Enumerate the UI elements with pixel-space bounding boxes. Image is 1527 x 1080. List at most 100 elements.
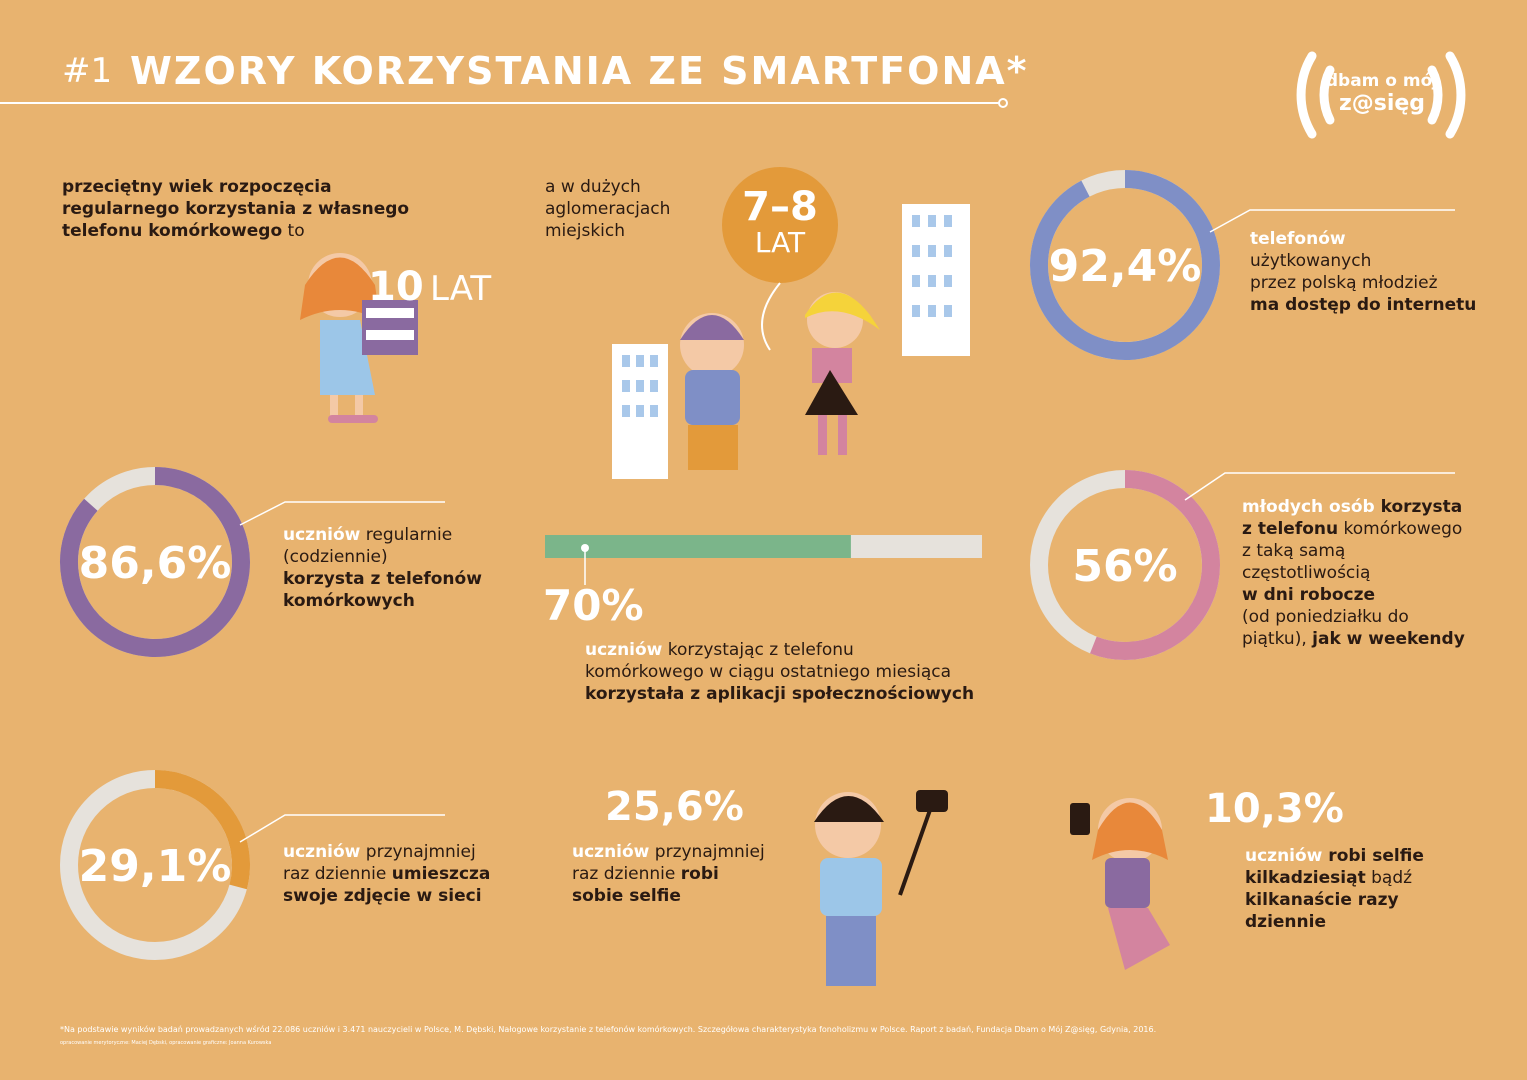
boy-selfie [814,790,948,986]
text-line: uczniów regularnie [283,525,452,545]
text-line: telefonów [1250,229,1346,249]
city-age-number: 7–8 [742,184,818,230]
text-segment: korzysta [1375,497,1463,517]
text-line: miejskich [545,221,625,241]
age-unit: LAT [430,269,491,309]
rule-dot [998,98,1008,108]
text-segment: kilkanaście razy [1245,890,1399,910]
text-segment: regularnego korzystania z własnego [62,199,409,219]
windows [622,215,952,417]
text-segment: uczniów [283,842,361,862]
text-line: dziennie [1245,912,1326,932]
text-segment: telefonu komórkowego [62,221,282,241]
girl-with-cake [300,253,418,423]
connector [239,501,445,526]
text-segment: uczniów [585,640,663,660]
text-segment: robi selfie [1322,846,1424,866]
text-segment: umieszcza [392,864,491,884]
text-line: uczniów robi selfie [1245,846,1424,866]
text-line: korzysta z telefonów [283,569,482,589]
text-line: kilkanaście razy [1245,890,1399,910]
selfie-label: 10,3% [1205,786,1344,832]
connector [239,814,445,843]
text-line: z taką samą [1242,541,1345,561]
donut-label: 86,6% [79,538,232,589]
text-line: regularnego korzystania z własnego [62,199,409,219]
text-line: młodych osób korzysta [1242,497,1462,517]
girl-selfie [1070,798,1170,970]
text-line: (codziennie) [283,547,388,567]
text-segment: komórkowych [283,591,415,611]
text-segment: raz dziennie [283,864,392,884]
text-segment: z taką samą [1242,541,1345,561]
donut-arc [154,770,250,890]
text-line: aglomeracjach [545,199,670,219]
connector [1184,472,1455,501]
text-line: przez polską młodzież [1250,273,1438,293]
text-line: raz dziennie umieszcza [283,864,490,884]
text-line: kilkadziesiąt bądź [1245,868,1412,888]
header-number: #1 [62,51,112,91]
text-segment: młodych osób [1242,497,1375,517]
donut-arc [1030,170,1220,360]
logo-waves [1296,51,1466,139]
text-segment: kilkadziesiąt [1245,868,1366,888]
header-title: WZORY KORZYSTANIA ZE SMARTFONA* [130,49,1029,93]
text-line: (od poniedziałku do [1242,607,1409,627]
kids [680,292,880,470]
logo-line1: dbam o mój [1326,71,1438,91]
footnote-source: *Na podstawie wyników badań prowadzanych… [60,1024,1156,1034]
text-line: uczniów przynajmniej [572,842,765,862]
connector [1209,209,1455,233]
text-segment: robi [681,864,719,884]
text-segment: uczniów [283,525,361,545]
text-line: z telefonu komórkowego [1242,519,1462,539]
bar-label: 70% [543,581,644,630]
text-segment: przynajmniej [360,842,475,862]
text-line: raz dziennie robi [572,864,719,884]
text-segment: przynajmniej [649,842,764,862]
text-segment: piątku), [1242,629,1312,649]
donut-label: 92,4% [1049,241,1202,292]
text-segment: przeciętny wiek rozpoczęcia [62,177,332,197]
text-segment: to [282,221,304,241]
text-segment: komórkowego w ciągu ostatniego miesiąca [585,662,951,682]
text-segment: dziennie [1245,912,1326,932]
text-line: komórkowych [283,591,415,611]
text-segment: aglomeracjach [545,199,670,219]
text-segment: korzystała z aplikacji społecznościowych [585,684,974,704]
donut-arc [60,467,250,657]
donut-label: 56% [1072,541,1177,592]
bar-fill [545,535,851,558]
text-line: komórkowego w ciągu ostatniego miesiąca [585,662,951,682]
text-segment: uczniów [572,842,650,862]
text-line: uczniów korzystając z telefonu [585,640,854,660]
age-number: 10 [368,264,424,310]
text-line: w dni robocze [1242,585,1375,605]
text-segment: komórkowego [1338,519,1462,539]
text-segment: swoje zdjęcie w sieci [283,886,482,906]
city-age-unit: LAT [755,226,806,259]
text-segment: (codziennie) [283,547,388,567]
text-line: przeciętny wiek rozpoczęcia [62,177,332,197]
text-segment: z telefonu [1242,519,1338,539]
footnote-credits: opracowanie merytoryczne: Maciej Dębski,… [60,1040,271,1046]
text-line: piątku), jak w weekendy [1242,629,1465,649]
text-segment: miejskich [545,221,625,241]
balloon [722,167,838,283]
text-line: użytkowanych [1250,251,1371,271]
text-segment: telefonów [1250,229,1346,249]
text-segment: w dni robocze [1242,585,1375,605]
donut-label: 29,1% [79,841,232,892]
text-segment: użytkowanych [1250,251,1371,271]
connector-dot [581,544,589,552]
text-segment: korzysta z telefonów [283,569,482,589]
text-segment: bądź [1366,868,1412,888]
text-segment: a w dużych [545,177,641,197]
text-segment: przez polską młodzież [1250,273,1438,293]
text-segment: (od poniedziałku do [1242,607,1409,627]
text-segment: częstotliwością [1242,563,1370,583]
text-line: korzystała z aplikacji społecznościowych [585,684,974,704]
text-segment: sobie selfie [572,886,681,906]
